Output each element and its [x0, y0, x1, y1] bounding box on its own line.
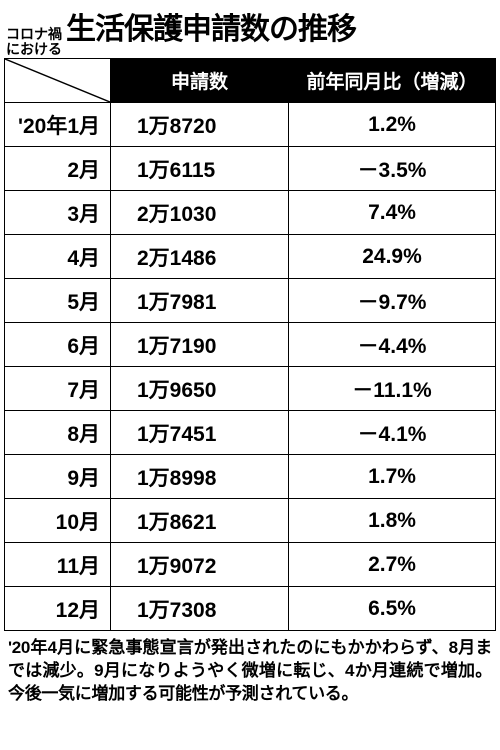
table-row: 7月1万9650－11.1% [5, 367, 496, 411]
cell-delta: 6.5% [289, 587, 496, 631]
footnote-text: '20年4月に緊急事態宣言が発出されたのにもかかわらず、8月までは減少。9月にな… [0, 631, 500, 706]
title-bar: コロナ禍 における 生活保護申請数の推移 [0, 0, 500, 58]
table-row: 10月1万86211.8% [5, 499, 496, 543]
cell-count: 1万8621 [111, 499, 289, 543]
title-prefix-line2: における [6, 41, 62, 57]
col-header-delta: 前年同月比（増減） [289, 59, 496, 103]
cell-month: 2月 [5, 147, 111, 191]
cell-count: 2万1486 [111, 235, 289, 279]
table-row: 6月1万7190－4.4% [5, 323, 496, 367]
cell-month: 7月 [5, 367, 111, 411]
table-row: 5月1万7981－9.7% [5, 279, 496, 323]
cell-count: 1万9650 [111, 367, 289, 411]
cell-count: 1万7981 [111, 279, 289, 323]
cell-month: 4月 [5, 235, 111, 279]
title-prefix-line1: コロナ禍 [6, 26, 62, 42]
cell-delta: 1.2% [289, 103, 496, 147]
table-header-row: 申請数 前年同月比（増減） [5, 59, 496, 103]
cell-delta: －4.1% [289, 411, 496, 455]
table-row: 4月2万148624.9% [5, 235, 496, 279]
diagonal-slash-icon [5, 59, 110, 102]
data-table: 申請数 前年同月比（増減） '20年1月1万87201.2%2月1万6115－3… [4, 58, 496, 631]
table-row: 3月2万10307.4% [5, 191, 496, 235]
cell-delta: 1.7% [289, 455, 496, 499]
cell-delta: －4.4% [289, 323, 496, 367]
cell-count: 1万8720 [111, 103, 289, 147]
cell-count: 1万6115 [111, 147, 289, 191]
table-row: 8月1万7451－4.1% [5, 411, 496, 455]
table-row: 9月1万89981.7% [5, 455, 496, 499]
cell-count: 1万9072 [111, 543, 289, 587]
cell-month: 11月 [5, 543, 111, 587]
cell-delta: －11.1% [289, 367, 496, 411]
cell-delta: －3.5% [289, 147, 496, 191]
cell-count: 1万7190 [111, 323, 289, 367]
table-row: '20年1月1万87201.2% [5, 103, 496, 147]
cell-month: 12月 [5, 587, 111, 631]
cell-month: 10月 [5, 499, 111, 543]
col-header-count: 申請数 [111, 59, 289, 103]
cell-delta: －9.7% [289, 279, 496, 323]
title-main: 生活保護申請数の推移 [66, 4, 356, 48]
table-row: 11月1万90722.7% [5, 543, 496, 587]
cell-delta: 7.4% [289, 191, 496, 235]
cell-delta: 24.9% [289, 235, 496, 279]
table-corner-cell [5, 59, 111, 103]
table-row: 2月1万6115－3.5% [5, 147, 496, 191]
cell-count: 1万7451 [111, 411, 289, 455]
cell-count: 1万8998 [111, 455, 289, 499]
cell-count: 2万1030 [111, 191, 289, 235]
cell-delta: 1.8% [289, 499, 496, 543]
cell-month: 3月 [5, 191, 111, 235]
cell-month: 9月 [5, 455, 111, 499]
table-row: 12月1万73086.5% [5, 587, 496, 631]
cell-month: 5月 [5, 279, 111, 323]
table-body: '20年1月1万87201.2%2月1万6115－3.5%3月2万10307.4… [5, 103, 496, 631]
cell-count: 1万7308 [111, 587, 289, 631]
cell-month: 8月 [5, 411, 111, 455]
cell-month: 6月 [5, 323, 111, 367]
cell-delta: 2.7% [289, 543, 496, 587]
cell-month: '20年1月 [5, 103, 111, 147]
title-prefix: コロナ禍 における [6, 27, 64, 56]
